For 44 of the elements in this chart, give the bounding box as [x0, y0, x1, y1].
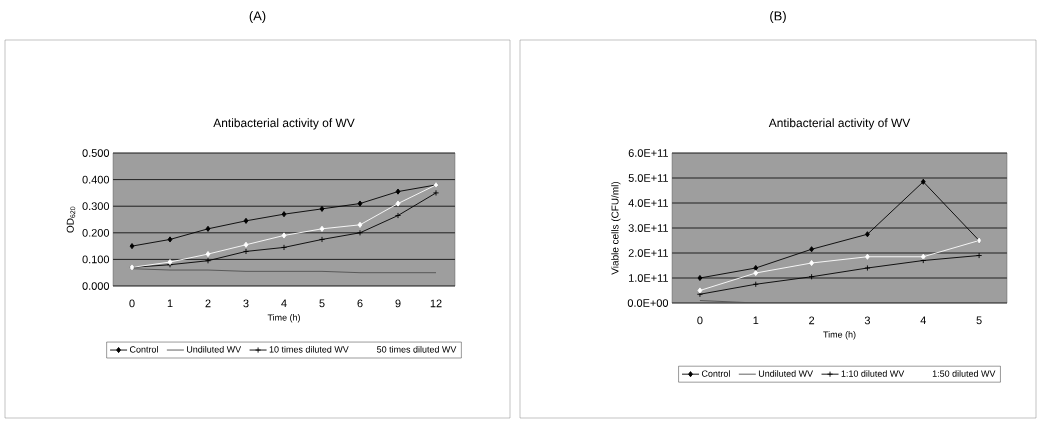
chart-title: Antibacterial activity of WV [213, 118, 355, 130]
x-tick-label: 9 [395, 299, 401, 308]
legend-label: 10 times diluted WV [269, 346, 349, 353]
text: (A) [249, 10, 266, 24]
x-axis-title: Time (h) [823, 331, 856, 340]
y-tick-label: 2.0E+11 [628, 249, 668, 257]
legend-label: Undiluted WV [187, 346, 242, 353]
y-tick-label: 3.0E+11 [628, 224, 668, 232]
y-tick-label: 0.100 [82, 255, 110, 264]
x-tick-label: 5 [976, 316, 982, 325]
y-tick-label: 4.0E+11 [628, 199, 668, 207]
text: 1:50 diluted WV [932, 370, 996, 377]
legend-label: 1:10 diluted WV [841, 370, 905, 377]
x-tick-label: 0 [697, 316, 703, 325]
legend-label: Control [129, 346, 158, 353]
y-tick-label: 6.0E+11 [628, 149, 668, 157]
x-tick-label: 12 [430, 299, 442, 308]
legend-label: Undiluted WV [758, 370, 814, 377]
x-tick-label: 3 [243, 299, 249, 308]
x-tick-label: 0 [129, 299, 135, 308]
y-tick-label: 0.0E+00 [627, 299, 669, 307]
x-tick-label: 1 [753, 316, 759, 325]
x-tick-label: 6 [357, 299, 363, 308]
y-tick-label: 0.300 [82, 202, 110, 211]
y-tick-label: 0.200 [82, 228, 110, 237]
chart-title: Antibacterial activity of WV [768, 118, 911, 130]
y-axis-title: OD$_{620}$ [66, 206, 76, 233]
x-axis-title: Time (h) [267, 314, 300, 323]
legend-label: Control [701, 370, 730, 377]
x-tick-label: 2 [205, 299, 211, 308]
text: (B) [770, 10, 786, 24]
y-tick-label: 5.0E+11 [628, 174, 668, 182]
y-tick-label: 0.000 [82, 282, 110, 290]
x-tick-label: 5 [319, 299, 325, 308]
x-tick-label: 3 [864, 316, 870, 325]
y-axis-title: Viable cells (CFU/ml) [611, 181, 621, 275]
text: 50 times diluted WV [377, 346, 457, 353]
x-tick-label: 1 [167, 299, 173, 308]
y-tick-label: 1.0E+11 [629, 274, 668, 282]
y-tick-label: 0.400 [82, 175, 110, 184]
y-tick-label: 0.500 [82, 149, 110, 157]
x-tick-label: 4 [920, 316, 926, 325]
x-tick-label: 4 [281, 299, 287, 308]
x-tick-label: 2 [809, 316, 815, 325]
